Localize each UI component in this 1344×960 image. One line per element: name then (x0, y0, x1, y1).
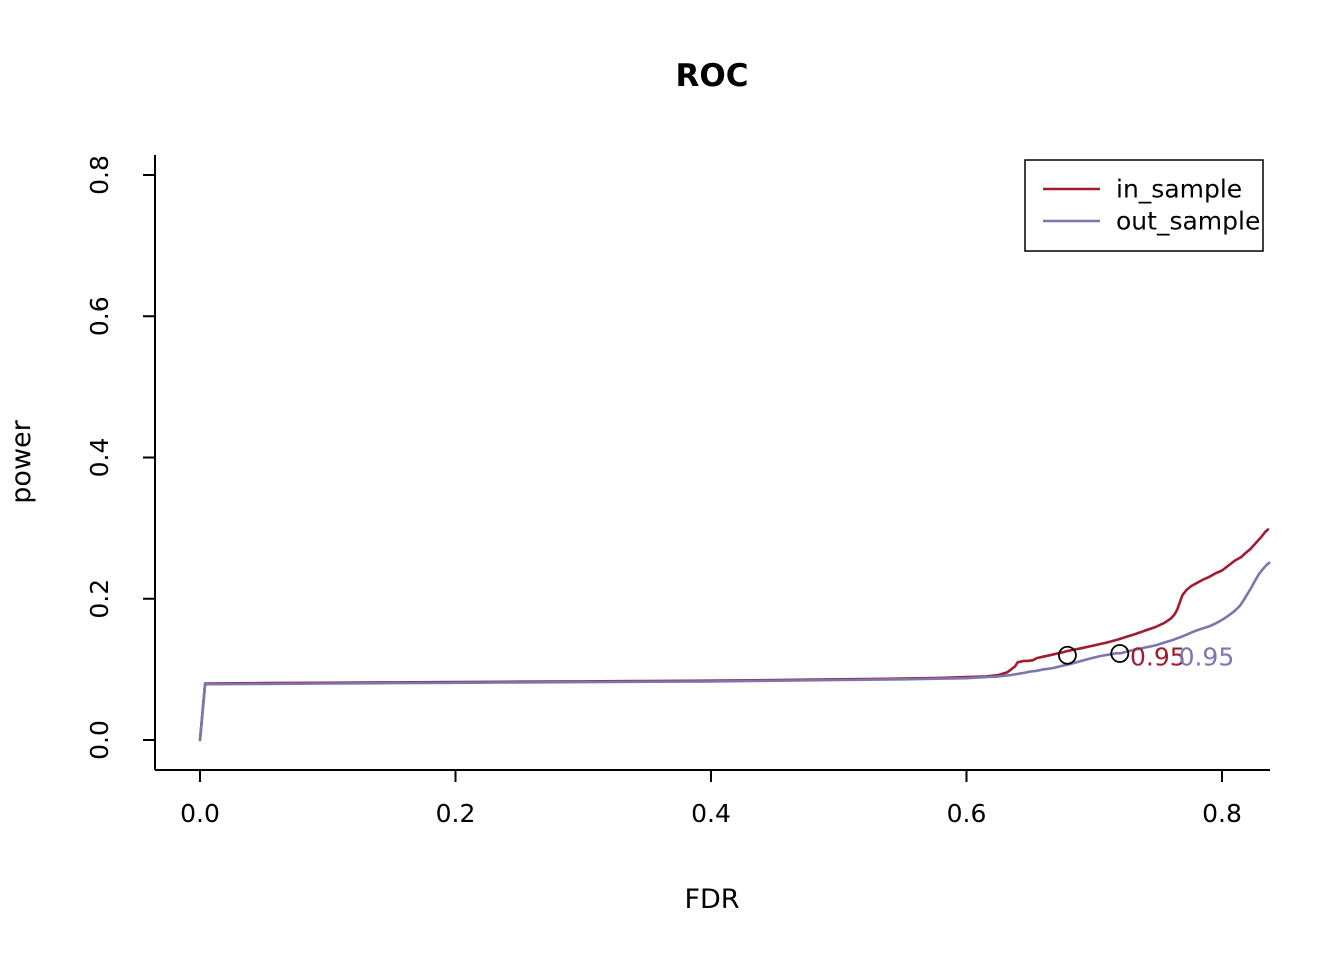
threshold-annotation: 0.95 (1130, 643, 1186, 672)
threshold-circle-marker (1110, 644, 1130, 663)
legend: in_sample out_sample (1024, 159, 1264, 252)
threshold-markers: 0.950.95 (1058, 643, 1235, 672)
threshold-circle-marker (1058, 645, 1077, 665)
x-axis-label: FDR (684, 884, 739, 915)
axes: 0.0 0.2 0.4 0.6 0.8 0.0 0.2 0.4 0.6 0.8 (85, 155, 1270, 828)
chart-title: ROC (676, 58, 749, 94)
legend-label-in-sample: in_sample (1116, 175, 1242, 204)
series-line-out_sample (198, 561, 1271, 742)
y-tick-label: 0.2 (85, 579, 114, 619)
legend-label-out-sample: out_sample (1116, 207, 1260, 236)
series-line-in_sample (198, 528, 1270, 742)
y-tick-label: 0.8 (85, 155, 114, 195)
legend-box (1024, 159, 1264, 252)
x-tick-label: 0.8 (1202, 799, 1242, 828)
x-tick-label: 0.6 (947, 799, 987, 828)
y-axis-label: power (6, 419, 37, 503)
y-tick-label: 0.0 (85, 720, 114, 760)
y-tick-label: 0.6 (85, 296, 114, 336)
threshold-annotation: 0.95 (1179, 643, 1235, 672)
x-tick-label: 0.0 (180, 799, 220, 828)
series-curves (198, 528, 1271, 742)
y-tick-label: 0.4 (85, 438, 114, 478)
x-tick-label: 0.2 (436, 799, 476, 828)
x-tick-label: 0.4 (691, 799, 731, 828)
